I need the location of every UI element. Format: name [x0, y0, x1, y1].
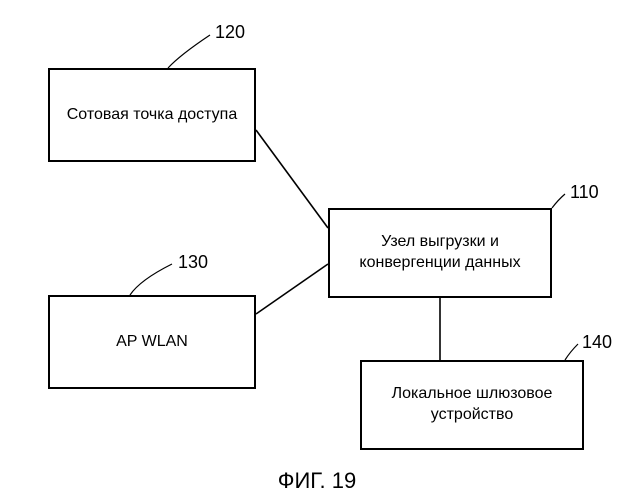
- box-ap-wlan: AP WLAN: [48, 295, 256, 389]
- box-ap-wlan-label: AP WLAN: [116, 332, 188, 353]
- edge-apwlan-to-node: [256, 264, 328, 314]
- ref-gateway: 140: [582, 332, 612, 353]
- edge-cellular-to-node: [256, 130, 328, 228]
- figure-caption: ФИГ. 19: [278, 468, 356, 494]
- ref-node: 110: [570, 182, 599, 203]
- box-gateway: Локальное шлюзовое устройство: [360, 360, 584, 450]
- box-node: Узел выгрузки и конвергенции данных: [328, 208, 552, 298]
- lead-110: [552, 194, 565, 208]
- box-cellular-ap: Сотовая точка доступа: [48, 68, 256, 162]
- box-node-label: Узел выгрузки и конвергенции данных: [336, 232, 544, 274]
- box-gateway-label: Локальное шлюзовое устройство: [368, 384, 576, 426]
- ref-cellular-ap: 120: [215, 22, 245, 43]
- lead-140: [565, 344, 578, 360]
- ref-ap-wlan: 130: [178, 252, 208, 273]
- box-cellular-ap-label: Сотовая точка доступа: [67, 105, 238, 126]
- lead-120: [168, 35, 210, 68]
- lead-130: [130, 264, 172, 295]
